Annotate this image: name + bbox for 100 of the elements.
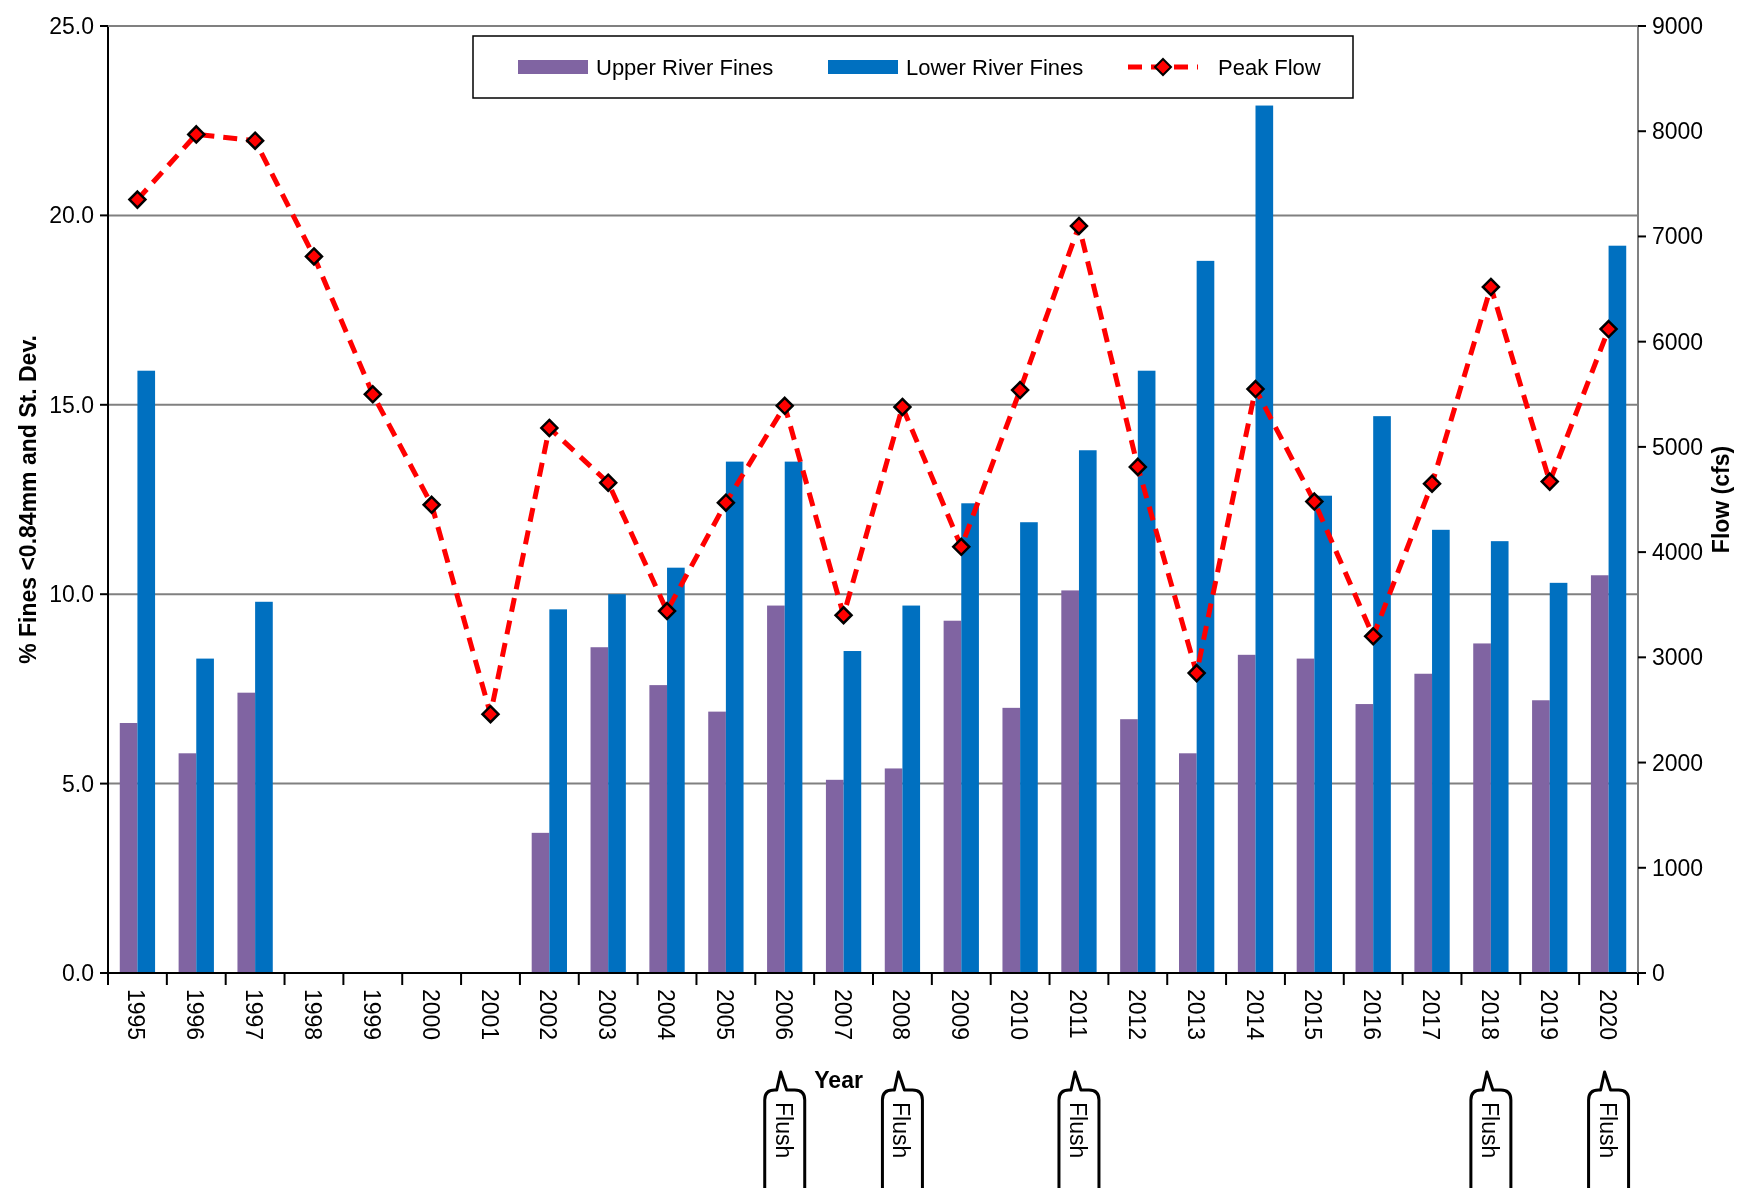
bar [1490,541,1509,973]
bar [119,722,138,973]
text: Flush [770,1102,797,1159]
point [422,495,441,515]
point [893,397,912,417]
legend-label: Peak Flow [1218,55,1321,80]
bar [178,753,197,973]
point [775,396,794,416]
y2-tick-label: 1000 [1652,854,1704,881]
y2-tick-label: 3000 [1652,644,1704,671]
bar [1002,707,1021,973]
x-tick-label: 2002 [535,989,562,1041]
x-tick-label: 2020 [1594,989,1621,1041]
point [1246,379,1265,399]
bar [1549,582,1568,973]
point [952,537,971,557]
y2-tick-label: 7000 [1652,223,1704,250]
y-axis-title: % Fines <0.84mm and St. Dev. [15,335,41,664]
bar [549,609,567,973]
bar [902,605,921,973]
bar [1061,590,1079,973]
x-tick-label: 2013 [1182,989,1209,1041]
bar [1473,643,1491,973]
x-tick-label: 2007 [829,989,856,1041]
y2-tick-label: 0 [1652,960,1665,986]
bar [1237,654,1256,973]
text: Flush [888,1102,915,1159]
point [1481,277,1501,297]
x-tick-label: 2009 [947,989,974,1041]
legend-label: Lower River Fines [906,55,1084,80]
bar [1179,753,1197,973]
point [245,131,265,150]
bar [1078,450,1097,973]
x-tick-label: 2016 [1359,989,1386,1041]
point [716,493,736,512]
x-tick-label: 2018 [1476,989,1503,1041]
y2-tick-label: 5000 [1652,433,1704,460]
text: Flush [1064,1102,1091,1159]
point [834,605,853,625]
bar [1608,245,1627,973]
point [1422,474,1442,493]
x-tick-label: 2019 [1535,989,1562,1041]
bar [1296,658,1315,973]
bar [1532,700,1550,973]
point [1599,319,1618,339]
bar [1414,673,1433,973]
point [1363,627,1383,646]
y-tick-label: 20.0 [49,202,94,229]
x-tick-label: 2005 [711,989,738,1041]
bar [196,658,214,973]
bar [1137,370,1156,973]
y-tick-label: 15.0 [49,391,94,418]
bar [1432,529,1450,973]
x-tick-label: 1996 [182,989,209,1041]
y-tick-label: 5.0 [62,770,94,797]
x-tick-label: 2008 [888,989,915,1041]
x-tick-label: 2000 [417,989,444,1041]
point [1010,380,1030,400]
bar [255,601,273,973]
x-tick-label: 1997 [241,989,268,1041]
y2-tick-label: 8000 [1652,118,1704,145]
x-tick-label: 1995 [123,989,150,1041]
x-tick-label: 2004 [653,989,680,1041]
x-tick-label: 2015 [1300,989,1327,1041]
y-tick-label: 0.0 [62,960,94,986]
x-tick-label: 1998 [299,989,326,1041]
y2-tick-label: 9000 [1652,13,1704,39]
y-tick-label: 25.0 [49,13,94,39]
bar [1590,575,1609,973]
bar [1255,105,1274,973]
bar [825,779,844,973]
bar [531,832,550,973]
bar [137,370,156,973]
x-tick-label: 2012 [1123,989,1150,1041]
y2-tick-label: 4000 [1652,539,1704,566]
x-tick-label: 2006 [770,989,797,1041]
point [187,125,206,144]
point [363,385,383,404]
bar [708,711,726,973]
x-tick-label: 1999 [358,989,385,1041]
x-tick-label: 2011 [1064,989,1091,1039]
point [304,247,324,266]
bar [649,685,668,973]
point [657,601,677,621]
y2-axis-title: Flow (cfs) [1708,445,1734,554]
bar [667,567,685,973]
bar [590,647,609,973]
y2-tick-label: 6000 [1652,328,1704,355]
x-tick-label: 2003 [594,989,621,1041]
x-tick-label: 2001 [476,989,503,1041]
bar [843,651,862,973]
bar [237,692,256,973]
bar [1373,416,1391,973]
point [598,473,618,492]
legend-label: Upper River Fines [596,55,774,80]
x-axis-title: Year [814,1067,863,1093]
bar [1355,704,1374,973]
bar [1314,495,1332,973]
bar [943,620,962,973]
y-tick-label: 10.0 [49,581,94,608]
